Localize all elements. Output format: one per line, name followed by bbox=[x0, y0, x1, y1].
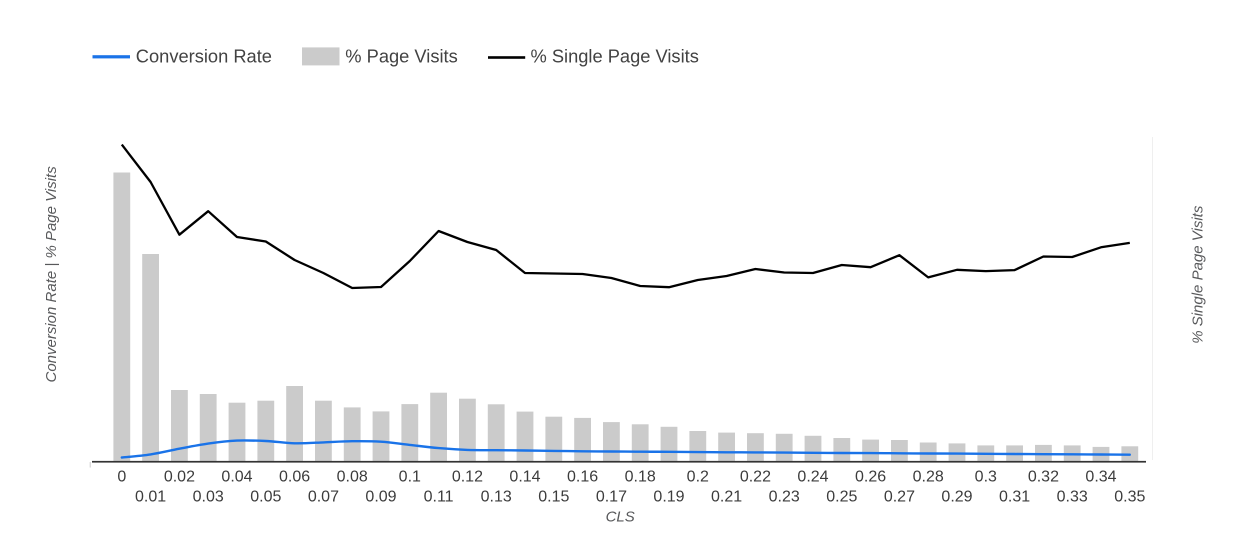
svg-text:0.13: 0.13 bbox=[481, 488, 512, 505]
svg-text:Conversion Rate | % Page Visit: Conversion Rate | % Page Visits bbox=[43, 166, 60, 383]
svg-text:0.27: 0.27 bbox=[884, 488, 915, 505]
svg-text:CLS: CLS bbox=[606, 509, 635, 526]
svg-text:0.07: 0.07 bbox=[308, 488, 339, 505]
svg-text:0.05: 0.05 bbox=[250, 488, 281, 505]
svg-text:0.08: 0.08 bbox=[337, 469, 368, 486]
svg-text:0.17: 0.17 bbox=[596, 488, 627, 505]
svg-text:0.2: 0.2 bbox=[687, 469, 709, 486]
svg-text:0.19: 0.19 bbox=[653, 488, 684, 505]
svg-text:0.3: 0.3 bbox=[975, 469, 997, 486]
svg-text:0.22: 0.22 bbox=[740, 469, 771, 486]
svg-text:% Single Page Visits: % Single Page Visits bbox=[531, 45, 699, 66]
svg-text:0.03: 0.03 bbox=[193, 488, 224, 505]
svg-text:0.29: 0.29 bbox=[941, 488, 972, 505]
svg-text:0.25: 0.25 bbox=[826, 488, 857, 505]
svg-text:% Page Visits: % Page Visits bbox=[345, 45, 457, 66]
svg-text:0.11: 0.11 bbox=[424, 488, 454, 505]
svg-text:0.06: 0.06 bbox=[279, 469, 310, 486]
svg-text:0.01: 0.01 bbox=[135, 488, 166, 505]
svg-text:0.33: 0.33 bbox=[1057, 488, 1088, 505]
svg-text:0.04: 0.04 bbox=[221, 469, 252, 486]
svg-text:0.16: 0.16 bbox=[567, 469, 598, 486]
svg-text:0.1: 0.1 bbox=[399, 469, 421, 486]
svg-text:0.31: 0.31 bbox=[999, 488, 1030, 505]
svg-text:0.02: 0.02 bbox=[164, 469, 195, 486]
svg-text:Conversion Rate: Conversion Rate bbox=[136, 45, 272, 66]
svg-text:0.23: 0.23 bbox=[769, 488, 800, 505]
svg-text:0.35: 0.35 bbox=[1114, 488, 1145, 505]
svg-text:0.34: 0.34 bbox=[1085, 469, 1116, 486]
svg-text:0.21: 0.21 bbox=[711, 488, 742, 505]
svg-text:0.26: 0.26 bbox=[855, 469, 886, 486]
svg-text:0.18: 0.18 bbox=[625, 469, 656, 486]
svg-text:0: 0 bbox=[117, 469, 126, 486]
svg-text:0.24: 0.24 bbox=[797, 469, 828, 486]
svg-text:0.14: 0.14 bbox=[509, 469, 540, 486]
svg-text:0.12: 0.12 bbox=[452, 469, 483, 486]
svg-text:0.28: 0.28 bbox=[913, 469, 944, 486]
svg-text:0.32: 0.32 bbox=[1028, 469, 1059, 486]
svg-text:0.15: 0.15 bbox=[538, 488, 569, 505]
svg-text:0.09: 0.09 bbox=[365, 488, 396, 505]
svg-text:% Single Page Visits: % Single Page Visits bbox=[1190, 205, 1207, 344]
